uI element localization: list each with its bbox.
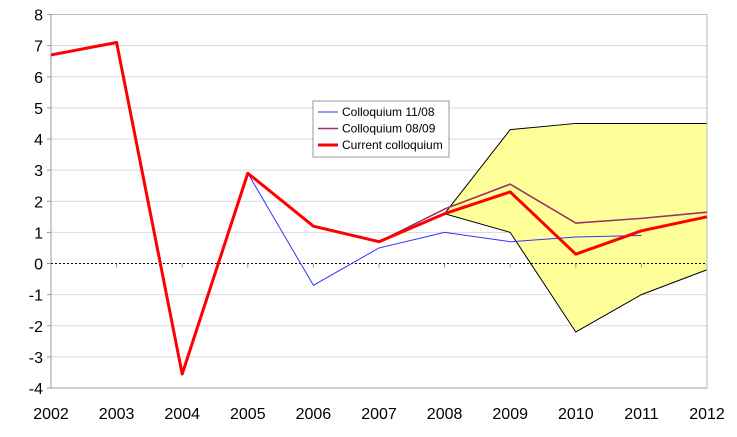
y-tick-label: 4: [34, 132, 43, 149]
x-tick-label: 2005: [230, 406, 266, 423]
y-tick-label: -3: [29, 350, 43, 367]
legend-label: Colloquium 08/09: [342, 122, 436, 136]
y-axis-ticks: 8 7 6 5 4 3 2 1 0 -1 -2 -3 -4: [29, 8, 51, 398]
x-tick-label: 2008: [427, 406, 463, 423]
x-tick-label: 2003: [99, 406, 135, 423]
y-tick-label: -1: [29, 288, 43, 305]
y-tick-label: 6: [34, 70, 43, 87]
series-line-3: [50, 41, 708, 376]
x-tick-label: 2002: [33, 406, 69, 423]
x-tick-label: 2012: [689, 406, 725, 423]
y-tick-label: 0: [34, 257, 43, 274]
x-tick-label: 2007: [361, 406, 397, 423]
y-tick-label: -2: [29, 319, 43, 336]
x-tick-label: 2010: [558, 406, 594, 423]
x-tick-label: 2006: [296, 406, 332, 423]
y-tick-label: 5: [34, 101, 43, 118]
y-tick-label: 1: [34, 225, 43, 242]
forecast-band-area: [443, 122, 708, 333]
legend-label: Current colloquium: [342, 138, 443, 152]
x-axis-ticks: 2002 2003 2004 2005 2006 2007 2008 2009 2010 2011…: [33, 263, 725, 423]
legend-label: Colloquium 11/08: [342, 105, 435, 119]
x-tick-label: 2009: [492, 406, 528, 423]
x-tick-label: 2011: [624, 406, 659, 423]
y-tick-label: 3: [34, 163, 43, 180]
series-lines: [50, 41, 708, 376]
x-tick-label: 2004: [164, 406, 200, 423]
legend: Colloquium 11/08 Colloquium 08/09 Current …: [312, 100, 450, 158]
y-tick-label: 7: [34, 39, 43, 56]
y-tick-label: -4: [29, 381, 43, 398]
y-tick-label: 8: [34, 8, 43, 25]
y-tick-label: 2: [34, 194, 43, 211]
forecast-band: [443, 122, 708, 333]
